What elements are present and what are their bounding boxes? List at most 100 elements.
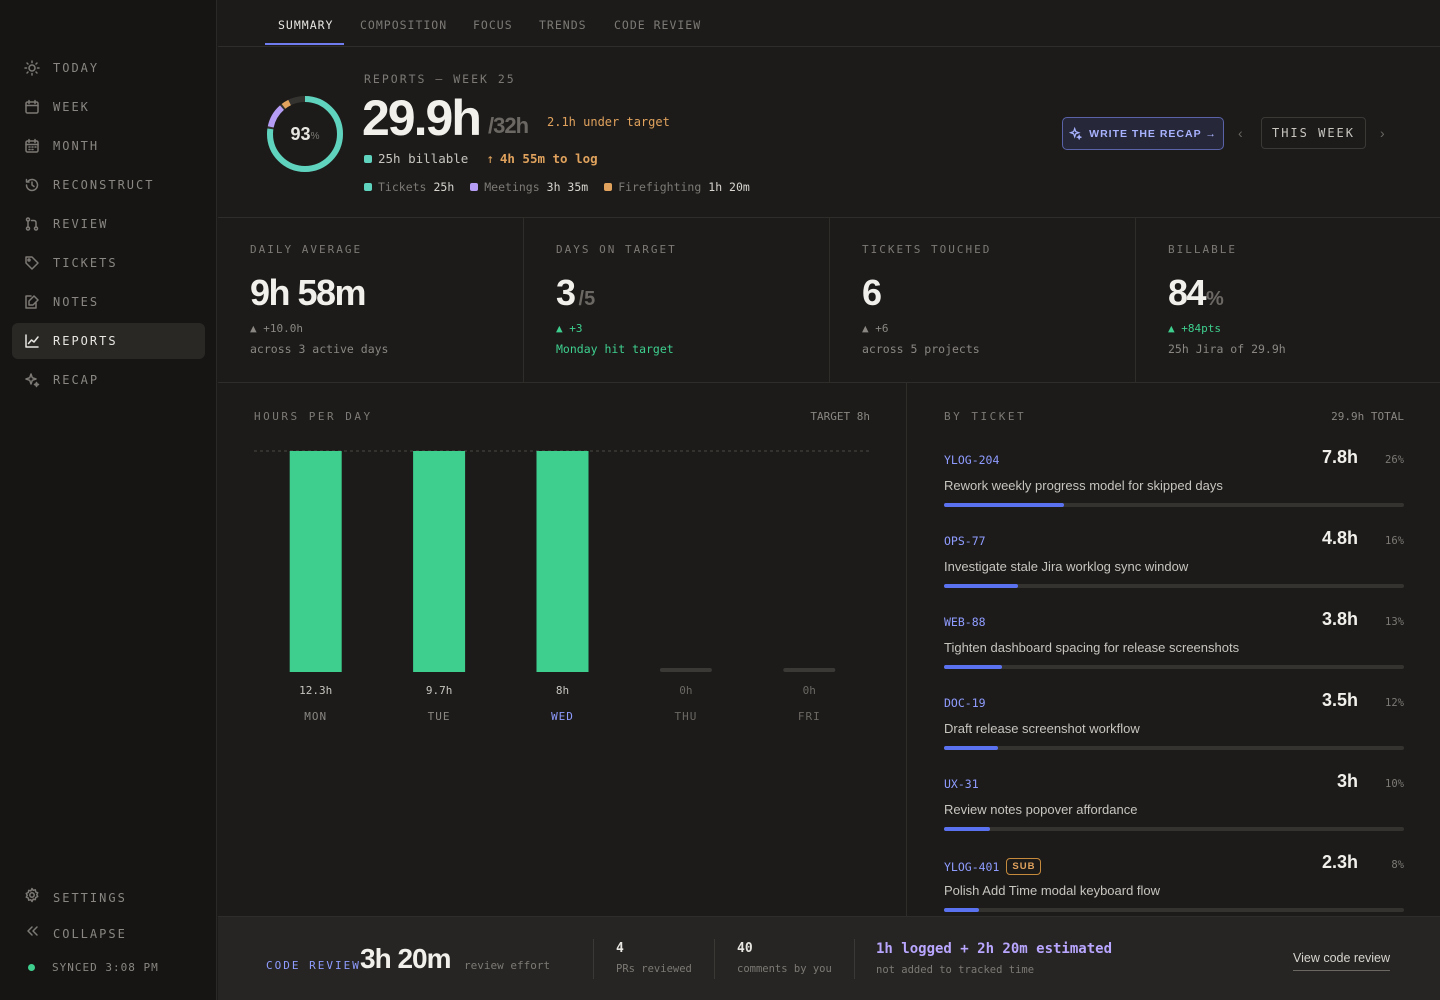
sidebar-item-label: MONTH: [53, 139, 100, 153]
sync-status-dot: [28, 964, 35, 971]
tab-composition[interactable]: COMPOSITION: [360, 18, 448, 32]
sync-status-label: SYNCED 3:08 PM: [52, 961, 159, 974]
billable-row: 25h billable ↑ 4h 55m to log: [364, 151, 598, 166]
day-label: MON: [304, 710, 327, 723]
ring-segment-tickets: [267, 96, 343, 172]
arrow-up-icon: ↑: [486, 151, 494, 166]
tab-trends[interactable]: TRENDS: [539, 18, 587, 32]
ticket-percent: 8%: [1391, 859, 1404, 871]
bar-wed[interactable]: [536, 451, 589, 672]
stat-value: 6: [862, 272, 882, 313]
ticket-row[interactable]: OPS-77 4.8h 16% Investigate stale Jira work…: [944, 526, 1404, 607]
sun-icon: [24, 60, 40, 76]
sidebar-item-label: TICKETS: [53, 256, 118, 270]
tickets-dot: [364, 183, 372, 191]
git-pull-request-icon: [24, 216, 40, 232]
view-code-review-link[interactable]: View code review: [1293, 951, 1391, 971]
ticket-progress-fill: [944, 908, 980, 912]
ticket-percent: 26%: [1385, 454, 1404, 466]
breakdown-value: 3h 35m: [546, 180, 589, 194]
bar-thu[interactable]: [659, 668, 712, 672]
ticket-hours: 3.8h: [1321, 609, 1358, 629]
under-target-note: 2.1h under target: [547, 115, 670, 129]
ticket-row[interactable]: UX-31 3h 10% Review notes popover affordanc…: [944, 769, 1404, 850]
calendar-icon: [24, 99, 40, 115]
code-review-effort: 3h 20m: [360, 943, 451, 974]
write-recap-button[interactable]: WRITE THE RECAP →: [1062, 117, 1224, 150]
ticket-row[interactable]: DOC-19 3.5h 12% Draft release screenshot wo…: [944, 688, 1404, 769]
billable-label: 25h billable: [378, 151, 469, 166]
tab-focus[interactable]: FOCUS: [473, 18, 513, 32]
collapse-button[interactable]: COLLAPSE: [24, 923, 127, 944]
hours-per-day-chart: 12.3h MON 9.7h TUE 8h WED 0h THU 0h FRI: [254, 450, 871, 723]
sidebar-item-reports[interactable]: REPORTS: [12, 323, 205, 359]
ticket-title: Tighten dashboard spacing for release sc…: [944, 640, 1240, 655]
history-icon: [24, 177, 40, 193]
bar-value-label: 12.3h: [299, 684, 332, 697]
stat-delta: ▲ +84pts: [1168, 322, 1221, 335]
time-breakdown: Tickets 25h Meetings 3h 35m Firefighting…: [364, 180, 766, 194]
sync-status: SYNCED 3:08 PM: [24, 961, 159, 974]
sidebar-item-month[interactable]: MONTH: [12, 128, 205, 164]
chart-target-label: TARGET 8h: [810, 410, 870, 423]
settings-button[interactable]: SETTINGS: [24, 887, 127, 908]
progress-ring: 93%: [265, 94, 345, 174]
calendar-icon: [24, 138, 40, 154]
bar-mon[interactable]: [289, 451, 342, 672]
week-target: /32h: [488, 113, 529, 138]
sidebar-item-label: WEEK: [53, 100, 90, 114]
footer-divider: [854, 939, 855, 979]
ticket-id[interactable]: YLOG-401 SUB: [944, 858, 1042, 875]
ticket-hours: 4.8h: [1321, 528, 1358, 548]
ticket-id[interactable]: WEB-88: [944, 615, 986, 629]
previous-week-chevron-icon[interactable]: ‹: [1238, 125, 1243, 141]
sidebar-item-label: REVIEW: [53, 217, 109, 231]
sidebar-item-today[interactable]: TODAY: [12, 50, 205, 86]
code-review-effort-sub: review effort: [464, 959, 551, 972]
ticket-title: Polish Add Time modal keyboard flow: [944, 883, 1161, 898]
next-week-chevron-icon[interactable]: ›: [1380, 125, 1385, 141]
sidebar-item-recap[interactable]: RECAP: [12, 362, 205, 398]
ticket-title: Rework weekly progress model for skipped…: [944, 478, 1223, 493]
footer-divider: [714, 939, 715, 979]
day-label: THU: [674, 710, 697, 723]
comments-count: 40: [737, 941, 753, 956]
breakdown-label: Tickets: [378, 180, 427, 194]
ticket-id[interactable]: UX-31: [944, 777, 979, 791]
bar-tue[interactable]: [413, 451, 466, 672]
ticket-row[interactable]: WEB-88 3.8h 13% Tighten dashboard spacing f…: [944, 607, 1404, 688]
day-label: WED: [551, 710, 574, 723]
tab-summary[interactable]: SUMMARY: [278, 18, 334, 32]
ticket-id[interactable]: YLOG-204: [944, 453, 1000, 467]
sidebar-item-week[interactable]: WEEK: [12, 89, 205, 125]
collapse-label: COLLAPSE: [53, 926, 127, 941]
sidebar-item-notes[interactable]: NOTES: [12, 284, 205, 320]
bar-value-label: 0h: [803, 684, 816, 697]
ticket-progress-fill: [944, 584, 1018, 588]
bar-fri[interactable]: [783, 668, 836, 672]
ticket-row[interactable]: YLOG-401 SUB 2.3h 8% Polish Add Time modal k…: [944, 850, 1404, 916]
tab-code-review[interactable]: CODE REVIEW: [614, 18, 702, 32]
sidebar-item-review[interactable]: REVIEW: [12, 206, 205, 242]
chart-title: HOURS PER DAY: [254, 410, 373, 423]
stat-label: BILLABLE: [1168, 243, 1237, 256]
ticket-row[interactable]: YLOG-204 7.8h 26% Rework weekly progress mo…: [944, 445, 1404, 526]
code-review-label: CODE REVIEW: [266, 959, 361, 972]
bar-value-label: 9.7h: [426, 684, 453, 697]
this-week-button[interactable]: THIS WEEK: [1261, 117, 1366, 149]
progress-percent: 93%: [290, 123, 320, 144]
stat-value: 3/5: [556, 272, 596, 313]
sidebar-item-label: REPORTS: [53, 334, 118, 348]
sidebar-item-label: RECONSTRUCT: [53, 178, 155, 192]
stat-note: Monday hit target: [556, 342, 674, 356]
page-title: REPORTS — WEEK 25: [364, 72, 516, 86]
breakdown-label: Meetings: [484, 180, 540, 194]
sidebar-item-reconstruct[interactable]: RECONSTRUCT: [12, 167, 205, 203]
ticket-id[interactable]: OPS-77: [944, 534, 986, 548]
stat-daily-average: DAILY AVERAGE 9h 58m ▲ +10.0h across 3 a…: [218, 218, 524, 383]
ticket-percent: 12%: [1385, 697, 1404, 709]
sidebar-item-tickets[interactable]: TICKETS: [12, 245, 205, 281]
ticket-id[interactable]: DOC-19: [944, 696, 986, 710]
chart-line-icon: [24, 333, 40, 349]
breakdown-value: 1h 20m: [708, 180, 750, 194]
